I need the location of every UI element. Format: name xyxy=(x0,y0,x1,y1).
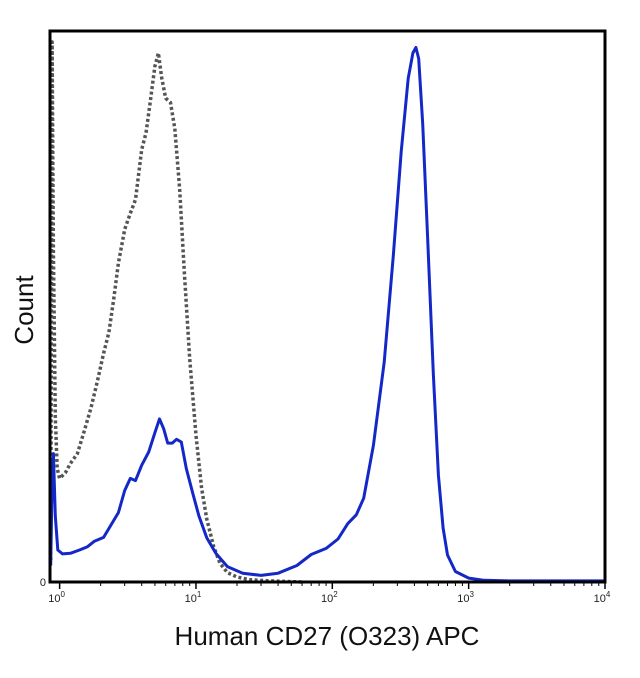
series-line-dotted xyxy=(48,40,303,584)
x-tick-label-base: 10 xyxy=(594,593,606,605)
y-axis-title: Count xyxy=(9,275,39,345)
x-tick-label: 100 xyxy=(48,590,65,605)
x-tick-label-base: 10 xyxy=(48,593,60,605)
x-tick-label-exponent: 4 xyxy=(606,590,611,599)
x-tick-label: 103 xyxy=(457,590,474,605)
x-tick-label-base: 10 xyxy=(457,593,469,605)
x-tick-label-base: 10 xyxy=(185,593,197,605)
x-tick-label-exponent: 1 xyxy=(197,590,202,599)
plot-frame xyxy=(48,29,607,584)
x-tick-label: 104 xyxy=(594,590,611,605)
x-axis-title: Human CD27 (O323) APC xyxy=(175,621,480,651)
series-layer xyxy=(48,40,605,584)
y-tick-label: 0 xyxy=(40,577,46,589)
x-tick-label-exponent: 2 xyxy=(333,590,338,599)
x-tick-label: 101 xyxy=(185,590,202,605)
series-line-solid xyxy=(49,46,605,583)
x-tick-label-exponent: 3 xyxy=(470,590,475,599)
x-tick-label-exponent: 0 xyxy=(61,590,66,599)
x-tick-label-base: 10 xyxy=(321,593,333,605)
x-tick-label: 102 xyxy=(321,590,338,605)
